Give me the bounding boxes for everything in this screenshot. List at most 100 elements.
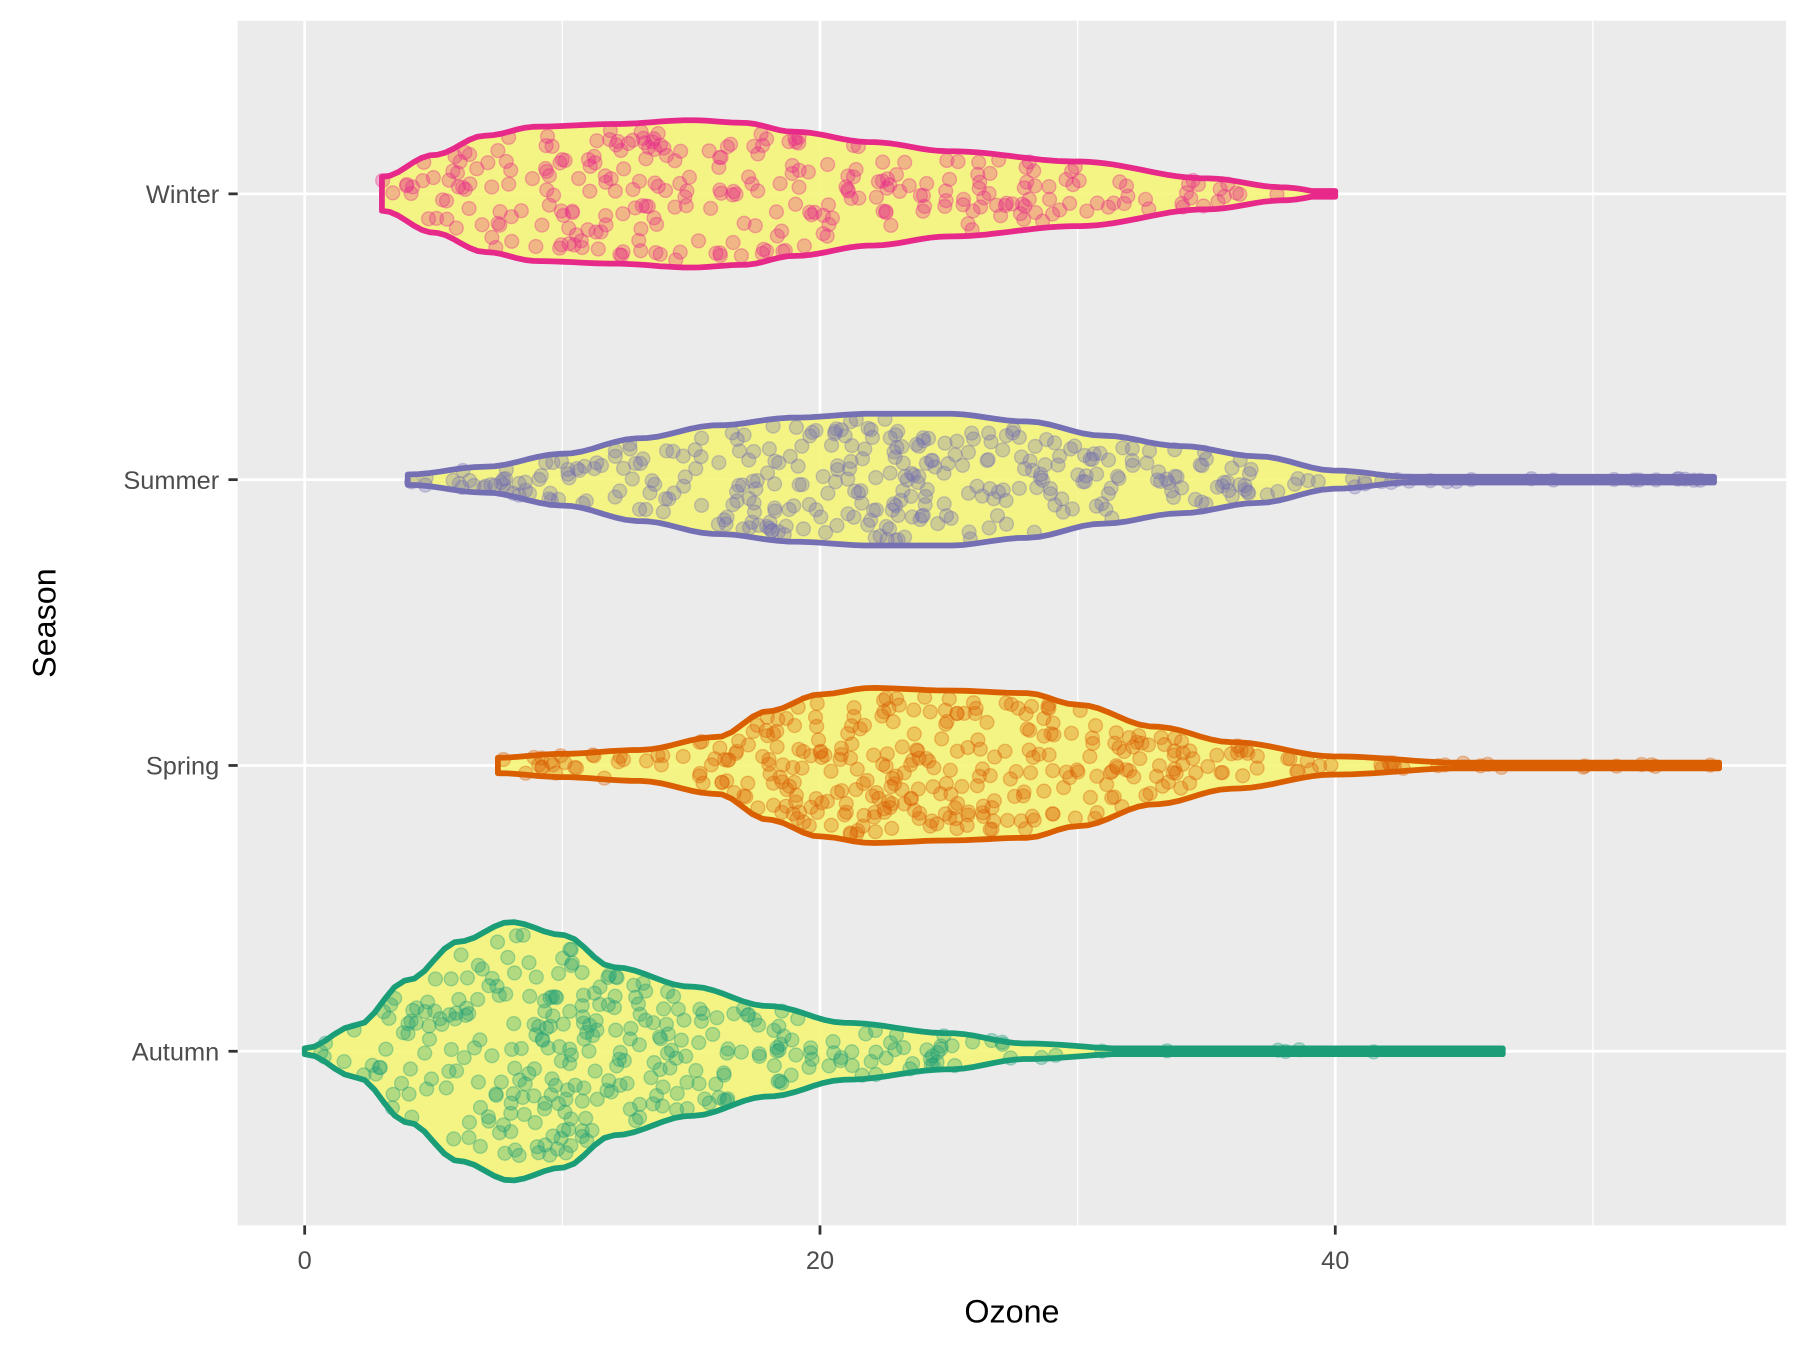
data-point <box>1214 478 1231 494</box>
data-point <box>1016 211 1032 227</box>
data-point <box>688 460 704 477</box>
data-point <box>840 183 857 199</box>
data-point <box>749 472 765 489</box>
data-point <box>1240 484 1256 500</box>
data-point <box>949 795 966 812</box>
data-point <box>622 1031 638 1047</box>
data-point <box>810 732 827 748</box>
data-point <box>1182 775 1198 791</box>
data-point <box>408 1015 424 1031</box>
data-point <box>882 177 898 193</box>
data-point <box>673 143 689 159</box>
data-point <box>938 716 954 732</box>
y-tick-label: Winter <box>146 181 220 209</box>
data-point <box>771 1018 787 1034</box>
data-point <box>648 1087 665 1104</box>
data-point <box>637 1012 654 1028</box>
data-point <box>441 172 457 188</box>
data-point <box>871 790 887 806</box>
data-point <box>882 430 898 446</box>
data-point <box>884 796 900 812</box>
data-point <box>606 1000 623 1016</box>
data-point <box>740 1007 756 1023</box>
data-point <box>506 1015 522 1032</box>
data-point <box>712 245 728 261</box>
data-point <box>724 187 741 203</box>
data-point <box>720 752 736 768</box>
data-point <box>876 801 892 817</box>
data-point <box>481 1113 497 1129</box>
data-point <box>607 183 623 199</box>
data-point <box>1098 501 1114 517</box>
data-point <box>1104 763 1120 779</box>
data-point <box>665 988 682 1005</box>
data-point <box>803 799 819 815</box>
data-point <box>832 751 848 768</box>
data-point <box>1103 480 1119 496</box>
data-point <box>772 175 788 192</box>
violin-fill-spring <box>497 687 1720 843</box>
data-point <box>658 147 675 164</box>
data-point <box>626 977 642 993</box>
data-point <box>587 155 603 171</box>
data-point <box>676 1012 692 1028</box>
data-point <box>920 430 937 446</box>
data-point <box>874 173 891 189</box>
data-point <box>1166 743 1182 759</box>
data-point <box>731 733 747 749</box>
data-point <box>1187 491 1203 507</box>
data-point <box>456 1049 472 1066</box>
data-point <box>791 804 808 820</box>
data-point <box>896 765 912 781</box>
data-point <box>651 1029 668 1045</box>
data-point <box>855 818 871 834</box>
data-point <box>415 173 431 189</box>
data-point <box>593 457 610 474</box>
data-point <box>1094 496 1110 512</box>
data-point <box>445 163 461 179</box>
data-point <box>575 1015 592 1031</box>
data-point <box>758 722 774 739</box>
data-point <box>1216 188 1232 205</box>
data-point <box>772 1073 788 1089</box>
data-point <box>791 135 807 151</box>
data-point <box>751 1046 767 1062</box>
data-point <box>969 478 985 494</box>
data-point <box>738 789 754 805</box>
data-point <box>701 143 717 159</box>
data-point <box>661 491 677 507</box>
data-point <box>526 1016 542 1032</box>
data-point <box>906 702 922 718</box>
data-point <box>586 460 602 477</box>
data-point <box>944 1038 960 1054</box>
data-point <box>719 139 736 155</box>
data-point <box>1102 764 1119 781</box>
data-point <box>770 1073 786 1089</box>
data-point <box>385 1086 401 1102</box>
data-point <box>711 454 727 471</box>
data-point <box>863 1053 879 1070</box>
data-point <box>864 429 881 446</box>
data-point <box>1023 698 1040 715</box>
data-point <box>981 520 997 536</box>
data-point <box>574 1128 590 1145</box>
data-point <box>804 1051 820 1067</box>
data-point <box>503 1123 519 1140</box>
data-point <box>571 170 587 187</box>
data-point <box>908 436 925 452</box>
data-point <box>875 154 891 170</box>
data-point <box>537 1137 553 1153</box>
data-point <box>504 233 520 249</box>
data-point <box>868 784 885 801</box>
data-point <box>769 739 785 755</box>
data-point <box>537 160 554 177</box>
data-point <box>846 708 862 725</box>
data-point <box>767 503 783 519</box>
data-point <box>693 430 710 446</box>
data-point <box>976 190 992 206</box>
data-point <box>794 760 810 776</box>
data-point <box>896 796 912 812</box>
data-point <box>562 941 578 957</box>
data-point <box>924 813 940 829</box>
data-point <box>880 793 897 810</box>
